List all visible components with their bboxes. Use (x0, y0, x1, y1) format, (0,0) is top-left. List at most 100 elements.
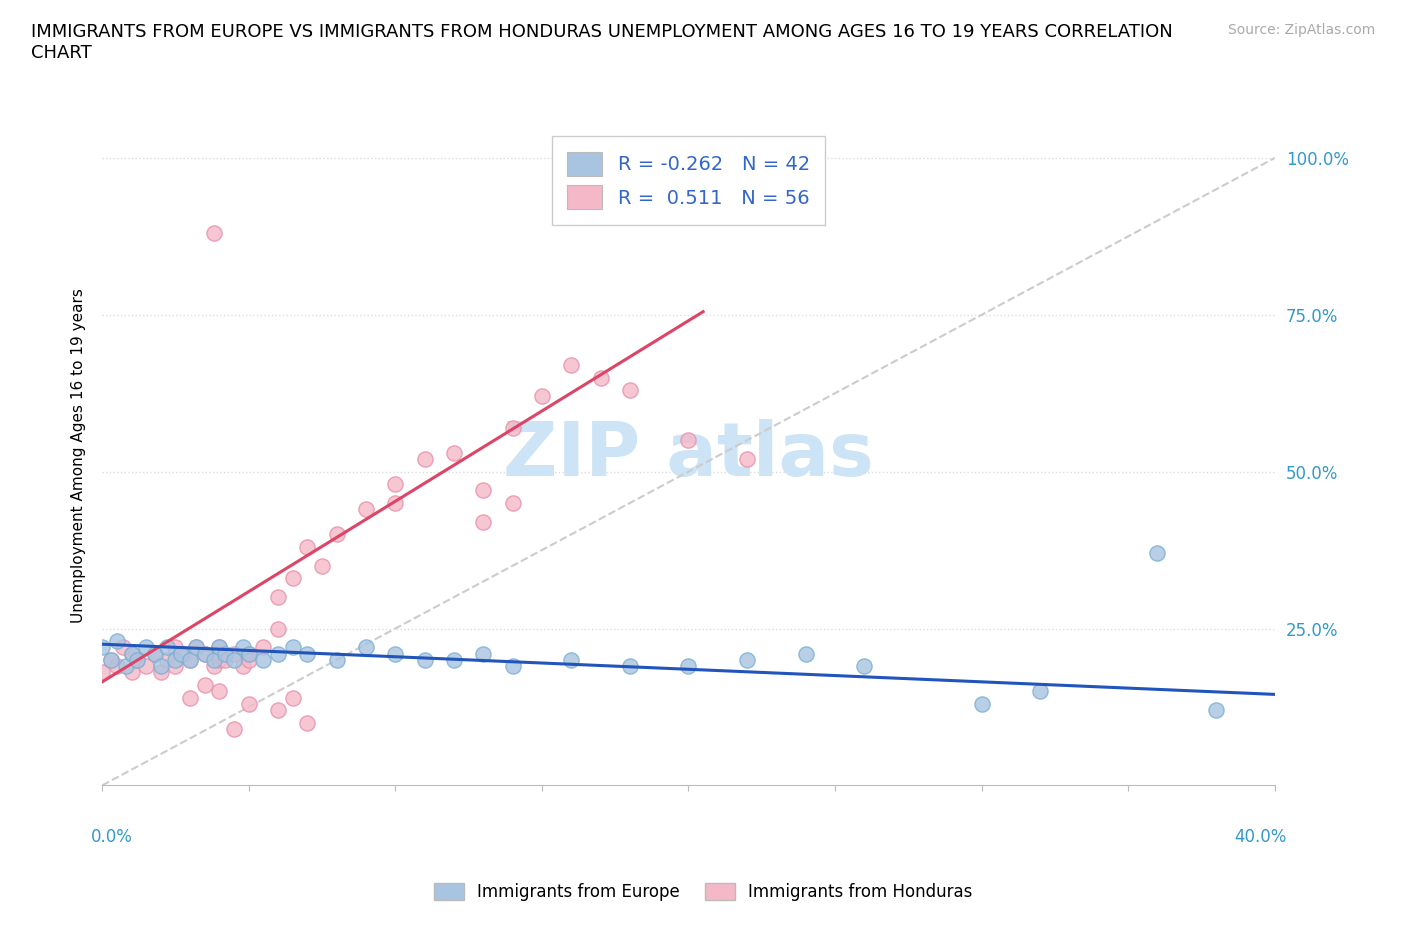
Point (105, 658, 128, 673)
Point (194, 646, 217, 661)
Point (735, 653, 758, 668)
Point (170, 646, 193, 661)
Point (502, 420, 524, 435)
Point (232, 658, 254, 673)
Point (194, 646, 217, 661)
Point (91, 665, 114, 680)
Point (100, 653, 122, 668)
Point (208, 640, 231, 655)
Text: ZIP atlas: ZIP atlas (503, 419, 875, 493)
Point (114, 658, 136, 673)
Point (560, 357, 582, 372)
Point (443, 445, 465, 460)
Point (156, 640, 179, 655)
Point (165, 658, 187, 673)
Point (384, 477, 406, 492)
Text: IMMIGRANTS FROM EUROPE VS IMMIGRANTS FROM HONDURAS UNEMPLOYMENT AMONG AGES 16 TO: IMMIGRANTS FROM EUROPE VS IMMIGRANTS FRO… (31, 23, 1173, 62)
Point (1146, 546, 1168, 561)
Point (121, 646, 143, 661)
Point (502, 658, 524, 673)
Point (208, 640, 231, 655)
Point (267, 703, 290, 718)
Point (143, 646, 166, 661)
Point (149, 658, 172, 673)
Point (472, 514, 495, 529)
Point (267, 621, 290, 636)
Point (472, 646, 495, 661)
Point (135, 640, 157, 655)
Point (224, 653, 246, 668)
Point (165, 640, 187, 655)
Point (173, 646, 195, 661)
Point (472, 483, 495, 498)
Point (179, 653, 201, 668)
Point (560, 653, 582, 668)
Legend: Immigrants from Europe, Immigrants from Honduras: Immigrants from Europe, Immigrants from … (427, 876, 979, 908)
Y-axis label: Unemployment Among Ages 16 to 19 years: Unemployment Among Ages 16 to 19 years (72, 288, 86, 623)
Text: Source: ZipAtlas.com: Source: ZipAtlas.com (1227, 23, 1375, 37)
Point (619, 658, 641, 673)
Point (202, 658, 225, 673)
Legend: R = -0.262   N = 42, R =  0.511   N = 56: R = -0.262 N = 42, R = 0.511 N = 56 (551, 137, 825, 225)
Point (281, 571, 304, 586)
Point (121, 665, 143, 680)
Point (149, 665, 172, 680)
Point (100, 653, 122, 668)
Point (202, 226, 225, 241)
Point (238, 697, 260, 711)
Point (91, 640, 114, 655)
Text: 40.0%: 40.0% (1234, 829, 1286, 846)
Point (297, 539, 319, 554)
Point (678, 658, 700, 673)
Point (238, 646, 260, 661)
Point (384, 646, 406, 661)
Point (111, 640, 134, 655)
Point (384, 496, 406, 511)
Point (281, 640, 304, 655)
Point (502, 496, 524, 511)
Point (143, 646, 166, 661)
Point (179, 653, 201, 668)
Point (413, 653, 436, 668)
Point (224, 646, 246, 661)
Point (794, 646, 817, 661)
Point (194, 678, 217, 693)
Point (105, 633, 128, 648)
Point (297, 646, 319, 661)
Point (413, 452, 436, 467)
Point (238, 646, 260, 661)
Point (121, 646, 143, 661)
Point (214, 653, 236, 668)
Point (297, 715, 319, 730)
Point (589, 370, 612, 385)
Point (678, 432, 700, 447)
Point (179, 690, 201, 705)
Point (325, 527, 347, 542)
Point (325, 653, 347, 668)
Point (443, 653, 465, 668)
Point (735, 452, 758, 467)
Point (135, 658, 157, 673)
Point (127, 653, 149, 668)
Point (267, 646, 290, 661)
Point (214, 646, 236, 661)
Point (232, 640, 254, 655)
Point (156, 653, 179, 668)
Point (208, 653, 231, 668)
Point (1205, 703, 1227, 718)
Point (281, 690, 304, 705)
Point (184, 640, 207, 655)
Text: 0.0%: 0.0% (90, 829, 132, 846)
Point (311, 558, 333, 573)
Point (1029, 684, 1052, 698)
Point (127, 653, 149, 668)
Point (267, 590, 290, 604)
Point (252, 640, 274, 655)
Point (530, 389, 553, 404)
Point (202, 653, 225, 668)
Point (970, 697, 993, 711)
Point (354, 640, 377, 655)
Point (252, 653, 274, 668)
Point (853, 658, 876, 673)
Point (238, 653, 260, 668)
